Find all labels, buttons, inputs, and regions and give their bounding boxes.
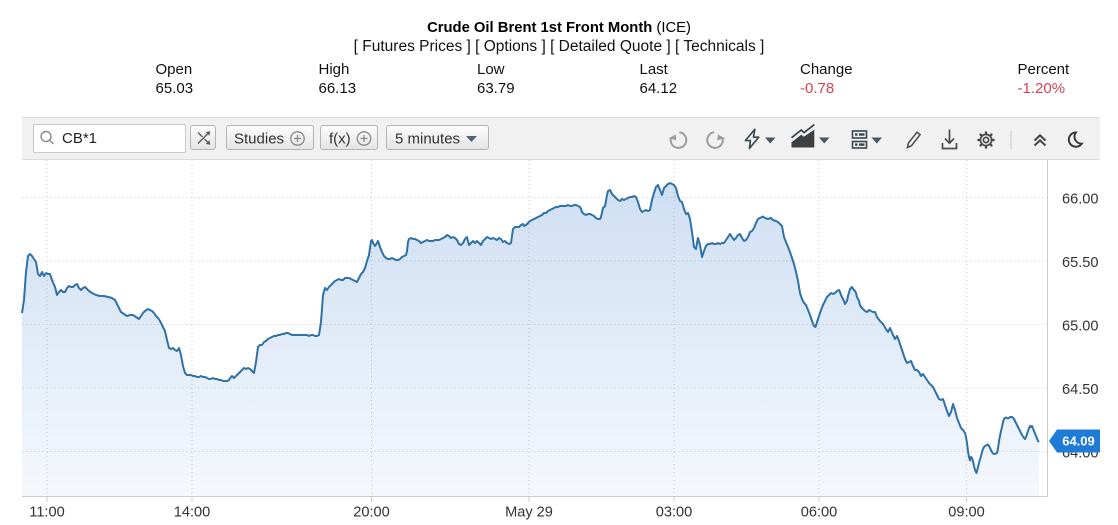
svg-text:14:00: 14:00: [174, 505, 211, 521]
svg-text:66.00: 66.00: [1062, 192, 1099, 208]
svg-text:03:00: 03:00: [656, 505, 693, 521]
svg-text:65.00: 65.00: [1062, 319, 1099, 335]
svg-text:May 29: May 29: [505, 505, 553, 521]
svg-text:65.50: 65.50: [1062, 255, 1099, 271]
svg-text:06:00: 06:00: [801, 505, 838, 521]
svg-text:09:00: 09:00: [948, 505, 985, 521]
svg-text:64.50: 64.50: [1062, 382, 1099, 398]
svg-text:Studies: Studies: [234, 131, 284, 148]
svg-text:20:00: 20:00: [353, 505, 390, 521]
svg-text:11:00: 11:00: [29, 505, 64, 521]
svg-text:5 minutes: 5 minutes: [395, 131, 460, 148]
svg-text:f(x): f(x): [329, 131, 351, 148]
svg-text:64.09: 64.09: [1062, 434, 1095, 449]
